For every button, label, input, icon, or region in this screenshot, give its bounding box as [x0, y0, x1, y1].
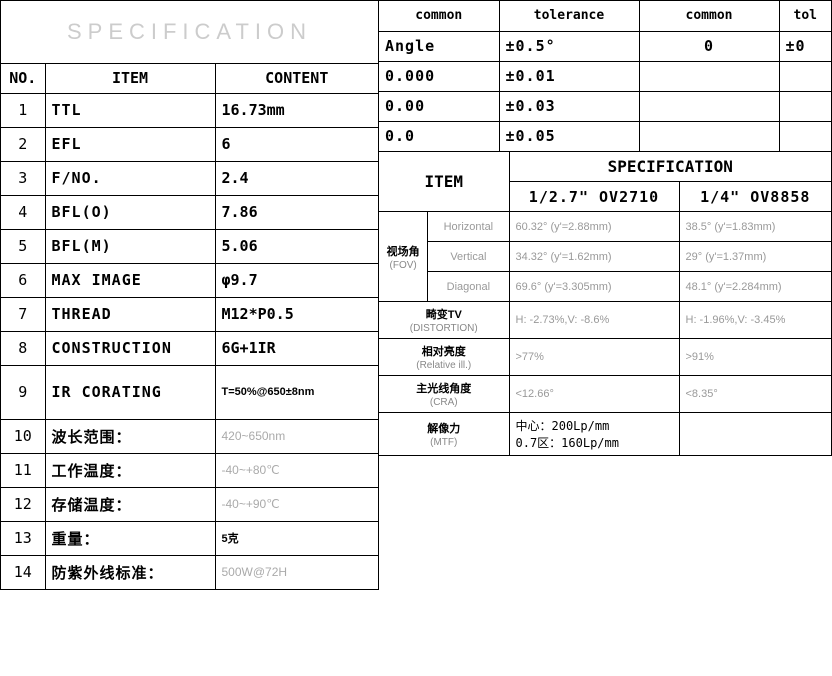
fov-sub: Horizontal — [428, 212, 509, 242]
spec-v1: 中心：200Lp/mm0.7区：160Lp/mm — [509, 413, 679, 456]
tol-b: ±0.01 — [499, 61, 639, 91]
row-content: 16.73mm — [215, 93, 379, 127]
row-content: 420~650nm — [215, 419, 379, 453]
tol-h2: tolerance — [499, 1, 639, 31]
row-content: M12*P0.5 — [215, 297, 379, 331]
row-no: 13 — [1, 521, 45, 555]
spec-row-label: 畸变TV(DISTORTION) — [379, 302, 509, 339]
spec-v1: H: -2.73%,V: -8.6% — [509, 302, 679, 339]
row-content: 5克 — [215, 521, 379, 555]
tol-a: 0.0 — [379, 121, 499, 151]
row-content: 6 — [215, 127, 379, 161]
row-item: BFL(O) — [45, 195, 215, 229]
spec-row-label: 相对亮度(Relative ill.) — [379, 339, 509, 376]
tol-d — [779, 121, 832, 151]
fov-v2: 48.1° (y'=2.284mm) — [679, 272, 832, 302]
sensor2: 1/4" OV8858 — [679, 182, 832, 212]
spec-row-label: 解像力(MTF) — [379, 413, 509, 456]
fov-v2: 29° (y'=1.37mm) — [679, 242, 832, 272]
fov-v1: 60.32° (y'=2.88mm) — [509, 212, 679, 242]
row-item: BFL(M) — [45, 229, 215, 263]
row-content: φ9.7 — [215, 263, 379, 297]
tol-h4: tol — [779, 1, 832, 31]
tol-c: 0 — [639, 31, 779, 61]
row-item: THREAD — [45, 297, 215, 331]
tol-h1: common — [379, 1, 499, 31]
fov-group-label: 视场角(FOV) — [379, 212, 428, 302]
row-item: IR CORATING — [45, 365, 215, 419]
tol-h3: common — [639, 1, 779, 31]
item-label: ITEM — [379, 152, 509, 212]
sensor-spec-table: ITEM SPECIFICATION 1/2.7" OV2710 1/4" OV… — [379, 152, 832, 457]
row-no: 7 — [1, 297, 45, 331]
row-no: 2 — [1, 127, 45, 161]
col-no: NO. — [1, 63, 45, 93]
spec-v2: >91% — [679, 339, 832, 376]
row-no: 14 — [1, 555, 45, 589]
tol-c — [639, 121, 779, 151]
spec-label: SPECIFICATION — [509, 152, 832, 182]
row-content: 6G+1IR — [215, 331, 379, 365]
row-item: 存储温度： — [45, 487, 215, 521]
row-item: F/NO. — [45, 161, 215, 195]
row-item: 重量： — [45, 521, 215, 555]
row-item: EFL — [45, 127, 215, 161]
spec-v1: >77% — [509, 339, 679, 376]
col-item: ITEM — [45, 63, 215, 93]
spec-row-label: 主光线角度(CRA) — [379, 376, 509, 413]
row-no: 3 — [1, 161, 45, 195]
row-content: T=50%@650±8nm — [215, 365, 379, 419]
spec-v2: <8.35° — [679, 376, 832, 413]
sensor1: 1/2.7" OV2710 — [509, 182, 679, 212]
tol-a: 0.000 — [379, 61, 499, 91]
fov-v1: 34.32° (y'=1.62mm) — [509, 242, 679, 272]
row-no: 1 — [1, 93, 45, 127]
tol-d: ±0 — [779, 31, 832, 61]
row-content: 2.4 — [215, 161, 379, 195]
tol-d — [779, 91, 832, 121]
row-content: -40~+90℃ — [215, 487, 379, 521]
col-content: CONTENT — [215, 63, 379, 93]
tol-d — [779, 61, 832, 91]
row-content: -40~+80℃ — [215, 453, 379, 487]
row-content: 500W@72H — [215, 555, 379, 589]
row-item: MAX IMAGE — [45, 263, 215, 297]
spec-v2: H: -1.96%,V: -3.45% — [679, 302, 832, 339]
spec-v2 — [679, 413, 832, 456]
spec-main-table: SPECIFICATION NO. ITEM CONTENT 1TTL16.73… — [1, 1, 379, 590]
tol-a: Angle — [379, 31, 499, 61]
fov-v1: 69.6° (y'=3.305mm) — [509, 272, 679, 302]
spec-title: SPECIFICATION — [1, 1, 379, 63]
fov-sub: Vertical — [428, 242, 509, 272]
row-no: 10 — [1, 419, 45, 453]
row-no: 6 — [1, 263, 45, 297]
row-item: 防紫外线标准： — [45, 555, 215, 589]
row-item: TTL — [45, 93, 215, 127]
row-no: 9 — [1, 365, 45, 419]
row-no: 12 — [1, 487, 45, 521]
tol-b: ±0.03 — [499, 91, 639, 121]
tol-c — [639, 91, 779, 121]
tol-b: ±0.5° — [499, 31, 639, 61]
tol-a: 0.00 — [379, 91, 499, 121]
tol-b: ±0.05 — [499, 121, 639, 151]
row-no: 11 — [1, 453, 45, 487]
row-content: 5.06 — [215, 229, 379, 263]
row-no: 5 — [1, 229, 45, 263]
spec-v1: <12.66° — [509, 376, 679, 413]
row-item: CONSTRUCTION — [45, 331, 215, 365]
tol-c — [639, 61, 779, 91]
tolerance-table: common tolerance common tol Angle±0.5°0±… — [379, 1, 832, 152]
row-no: 8 — [1, 331, 45, 365]
row-item: 波长范围： — [45, 419, 215, 453]
fov-sub: Diagonal — [428, 272, 509, 302]
row-content: 7.86 — [215, 195, 379, 229]
row-no: 4 — [1, 195, 45, 229]
fov-v2: 38.5° (y'=1.83mm) — [679, 212, 832, 242]
row-item: 工作温度： — [45, 453, 215, 487]
